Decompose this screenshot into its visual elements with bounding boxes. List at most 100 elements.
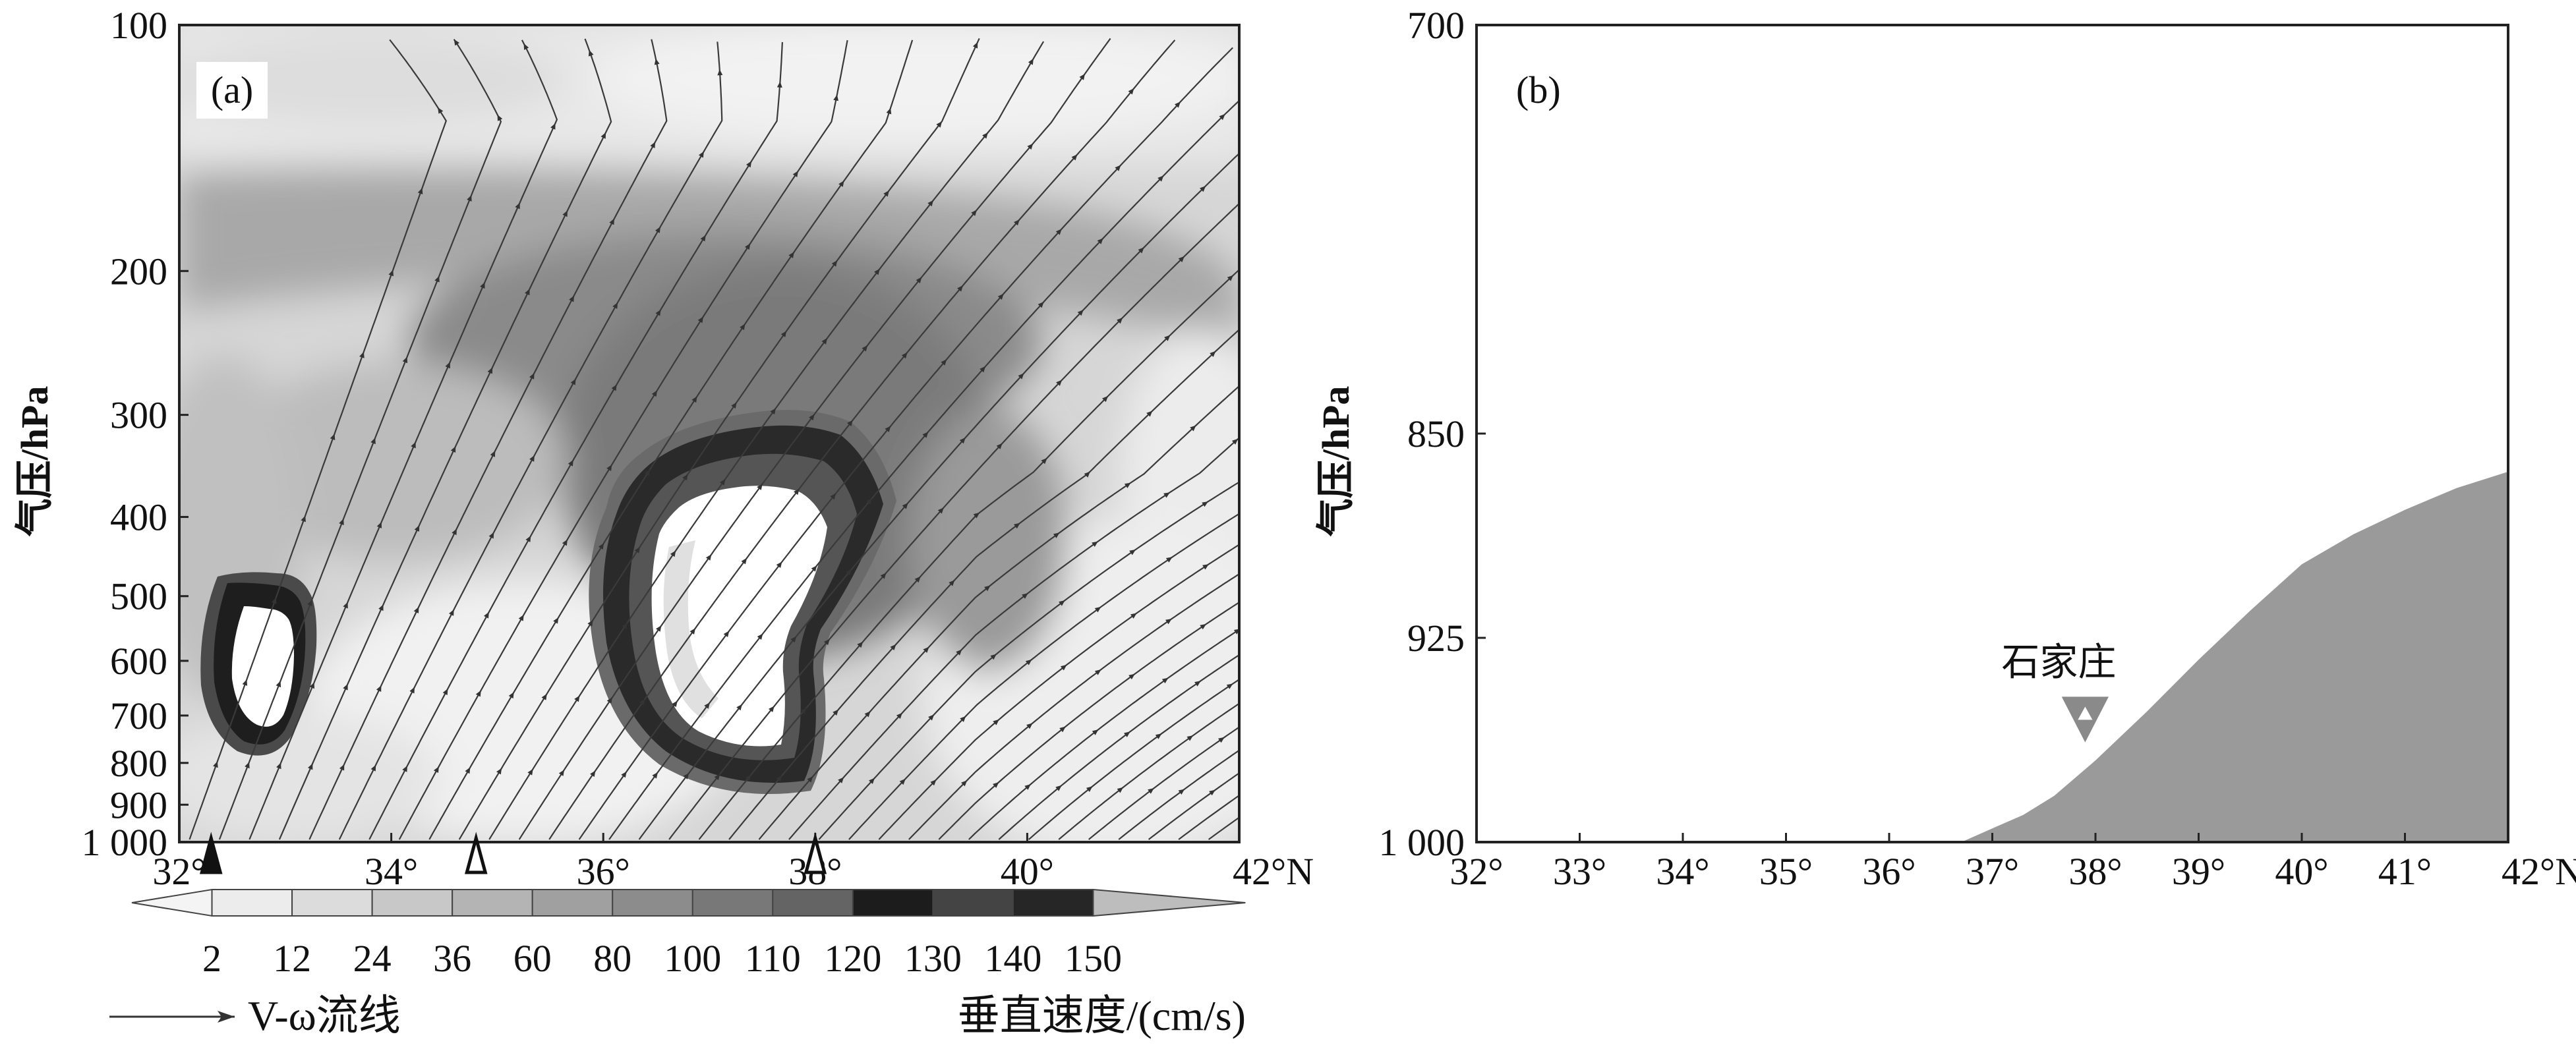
y-tick-label: 925 [1407, 617, 1465, 660]
streamline-arrow-icon [1219, 114, 1225, 121]
streamline-arrow-icon [670, 550, 676, 557]
streamline-arrow-icon [409, 687, 415, 694]
streamline-arrow-icon [541, 693, 547, 700]
streamline-arrow-icon [972, 42, 978, 49]
streamline-arrow-icon [1231, 438, 1239, 445]
streamline-arrow-icon [936, 121, 943, 128]
streamline-arrow-icon [847, 420, 853, 426]
streamline-arrow-icon [922, 432, 929, 438]
streamline-arrow-icon [600, 132, 606, 139]
streamline-arrow-icon [518, 614, 524, 621]
x-tick-label: 39° [2172, 850, 2225, 893]
streamline [1238, 837, 1239, 840]
streamline-arrow-icon [869, 778, 875, 784]
streamline-arrow-icon [1060, 664, 1067, 671]
streamline-arrow-icon [1071, 154, 1078, 161]
streamline-arrow-icon [717, 69, 723, 76]
streamline-arrow-icon [438, 107, 444, 114]
x-tick-label: 40° [2275, 850, 2328, 893]
streamline-arrow-icon [1117, 317, 1123, 324]
streamline-arrow-icon [1178, 789, 1185, 795]
streamline-arrow-icon [1194, 681, 1201, 687]
streamline [278, 38, 612, 840]
streamline-arrow-icon [745, 243, 751, 250]
streamline-arrow-icon [1097, 238, 1103, 244]
colorbar-tick-label: 130 [904, 937, 962, 980]
streamline-arrow-icon [1014, 523, 1020, 529]
streamline-arrow-icon [1092, 729, 1099, 735]
streamline-arrow-icon [488, 532, 494, 539]
streamline-arrow-icon [902, 503, 908, 509]
streamline-arrow-icon [833, 709, 839, 716]
streamline-arrow-icon [1079, 73, 1085, 80]
streamline-arrow-icon [1025, 659, 1032, 666]
streamline-arrow-icon [928, 714, 935, 721]
streamline-arrow-icon [370, 764, 376, 772]
streamline-arrow-icon [838, 777, 844, 783]
streamline-arrow-icon [1164, 335, 1171, 341]
streamline-arrow-icon [402, 356, 408, 364]
streamline-arrow-icon [757, 484, 763, 490]
streamline-arrow-icon [957, 285, 963, 292]
x-tick-label: 41° [2378, 850, 2432, 893]
streamline-arrow-icon [672, 700, 678, 708]
streamline-arrow-icon [1055, 785, 1062, 791]
streamline-arrow-icon [770, 408, 776, 415]
streamline-arrow-icon [1055, 229, 1062, 235]
station-inner-triangle-icon [2078, 706, 2093, 720]
streamline-arrow-icon [1102, 395, 1109, 403]
streamline [458, 38, 980, 840]
streamline-arrow-icon [343, 683, 348, 691]
streamline-arrow-icon [956, 649, 962, 656]
streamline-arrow-icon [740, 324, 746, 330]
streamline-arrow-icon [866, 498, 873, 505]
colorbar-tick-label: 80 [593, 937, 631, 980]
streamline-arrow-icon [1024, 784, 1031, 790]
streamline-arrow-icon [824, 638, 830, 646]
x-tick-label: 34° [365, 850, 418, 893]
streamline-arrow-icon [562, 210, 568, 217]
streamline-arrow-icon [639, 698, 645, 706]
y-tick-label: 100 [110, 4, 167, 47]
streamline-arrow-icon [682, 474, 688, 481]
streamline-arrow-icon [896, 712, 902, 719]
streamline-arrow-icon [656, 625, 662, 632]
streamline-arrow-icon [794, 488, 800, 496]
streamline-arrow-icon [885, 426, 891, 432]
streamline-arrow-icon [914, 576, 921, 583]
streamline-arrow-icon [452, 528, 457, 536]
streamline-arrow-icon [1130, 613, 1137, 619]
streamline-arrow-icon [588, 49, 594, 57]
streamline-arrow-icon [1209, 789, 1215, 796]
streamline-arrow-icon [645, 469, 651, 476]
streamline-arrow-icon [916, 277, 922, 283]
streamline-arrow-icon [923, 646, 929, 653]
streamline-arrow-icon [990, 654, 997, 660]
streamline-arrow-icon [1084, 471, 1090, 478]
streamline [818, 481, 1239, 840]
streamline-arrow-icon [245, 762, 250, 769]
streamline-arrow-icon [1241, 196, 1247, 202]
streamline-arrow-icon [590, 770, 596, 778]
colorbar-right-arrow [1092, 888, 1246, 917]
streamline-arrow-icon [792, 171, 798, 177]
panel-a: (a) 气压/hPa 100 200 300 400 500 600 700 8009001 … [13, 4, 1314, 1039]
streamline-arrow-icon [780, 331, 787, 337]
streamline-arrow-icon [899, 778, 906, 785]
streamline-arrow-icon [927, 200, 933, 207]
streamline-arrow-icon [838, 181, 844, 187]
streamline-arrow-icon [864, 711, 871, 718]
y-tick-label: 200 [110, 250, 167, 293]
streamline-arrow-icon [1138, 247, 1144, 254]
streamline-arrow-icon [609, 218, 614, 225]
streamline-arrow-icon [550, 123, 556, 130]
streamline [1058, 702, 1239, 840]
streamline-arrow-icon [529, 455, 535, 462]
streamline-arrow-icon [1086, 786, 1093, 792]
station-filled-triangle-icon [199, 832, 223, 874]
y-tick-label: 500 [110, 575, 167, 618]
streamline-arrow-icon [704, 702, 710, 709]
x-tick-label: 37° [1966, 850, 2019, 893]
colorbar-tick-label: 120 [824, 937, 881, 980]
